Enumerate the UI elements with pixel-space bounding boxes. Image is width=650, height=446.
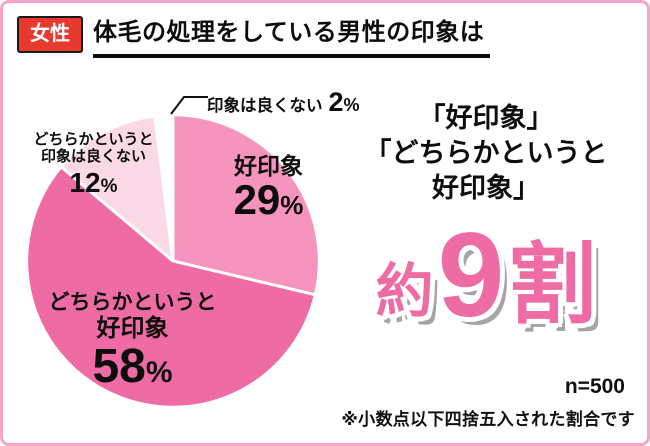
highlight-ratio: 約 9 割 [333, 215, 639, 335]
rounding-note: ※小数点以下四捨五入された割合です [341, 410, 635, 429]
highlight-approx: 約 [375, 259, 434, 324]
highlight-text: 「好印象」 「どちらかというと 好印象」 [333, 101, 639, 206]
pie-label-good: 好印象 29% [201, 153, 336, 221]
pie-label-somewhat-good-line1: どちらかというと [48, 291, 217, 314]
percent-sign: % [343, 95, 360, 115]
pie-segment-3 [153, 113, 175, 263]
pie-label-somewhat-bad: どちらかというと 印象は良くない 12% [11, 131, 176, 199]
percent-sign: % [280, 190, 304, 221]
pie-label-somewhat-bad-number: 12 [69, 166, 101, 198]
pie-label-good-number: 29 [233, 176, 281, 224]
pie-label-bad: 印象は良くない 2% [207, 87, 360, 118]
percent-sign: % [145, 355, 173, 389]
leader-line [170, 96, 208, 115]
pie-label-bad-name: 印象は良くない [207, 97, 323, 115]
sample-size: n=500 [564, 375, 625, 398]
gender-badge: 女性 [17, 16, 83, 53]
pie-label-somewhat-good-value: 58% [25, 339, 240, 393]
highlight-unit: 割 [508, 235, 597, 334]
highlight-number: 9 [437, 208, 505, 342]
pie-label-bad-value: 2% [329, 87, 360, 118]
pie-label-somewhat-bad-line2: 印象は良くない [40, 148, 146, 166]
percent-sign: % [100, 175, 118, 197]
pie-label-good-value: 29% [201, 179, 336, 221]
pie-segment-1 [25, 165, 317, 409]
highlight-line2: 「どちらかというと [364, 138, 608, 169]
pie-label-somewhat-good: どちらかというと 好印象 58% [25, 291, 240, 391]
pie-chart [25, 113, 321, 409]
pie-segment-2 [59, 114, 175, 263]
page-title: 体毛の処理をしている男性の印象は [93, 16, 491, 58]
header: 女性 体毛の処理をしている男性の印象は [17, 16, 491, 58]
pie-label-somewhat-bad-value: 12% [11, 166, 176, 200]
pie-label-somewhat-good-number: 58 [92, 339, 146, 393]
highlight-line1: 「好印象」 [418, 103, 554, 133]
pie-segment-0 [171, 113, 321, 297]
pie-label-somewhat-good-line2: 好印象 [96, 315, 169, 343]
highlight-line3: 好印象」 [432, 173, 540, 204]
pie-label-good-name: 好印象 [234, 153, 303, 179]
pie-label-bad-number: 2 [328, 87, 344, 117]
pie-label-somewhat-bad-line1: どちらかというと [33, 131, 154, 148]
